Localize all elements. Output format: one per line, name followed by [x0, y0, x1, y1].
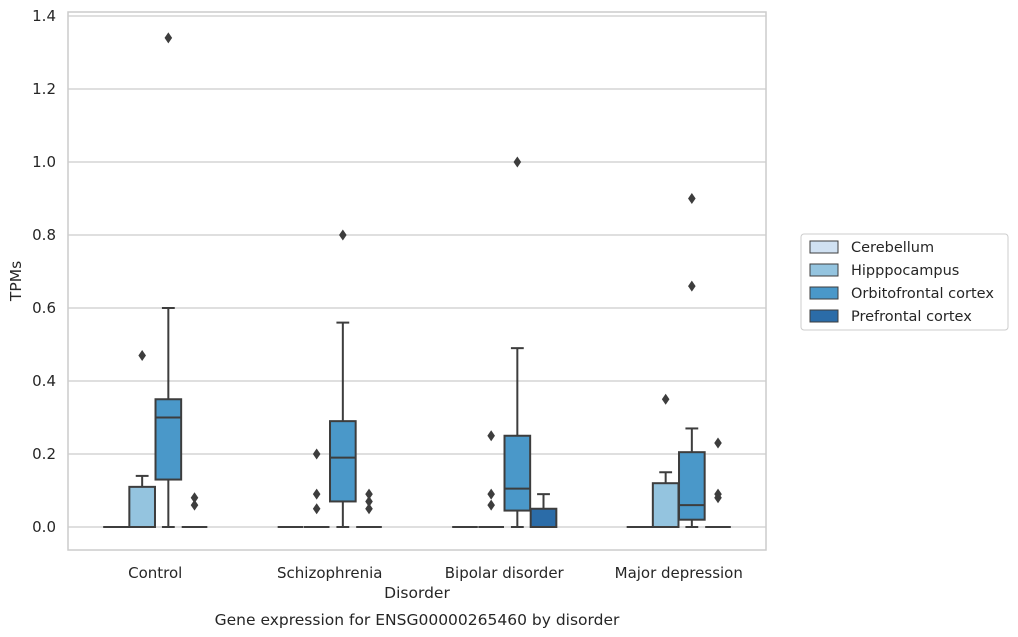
box-hipppocampus — [651, 393, 680, 529]
legend-swatch — [809, 286, 839, 300]
y-axis-ticks: 0.0 0.2 0.4 0.6 0.8 1.0 1.2 1.4 — [32, 7, 56, 536]
outlier-point — [312, 503, 321, 515]
outlier-point — [487, 488, 495, 500]
outlier-point — [312, 448, 321, 460]
outlier-point — [365, 503, 373, 515]
legend-swatch — [809, 309, 839, 323]
y-tick-label: 0.0 — [32, 518, 56, 536]
x-axis-ticks: Control Schizophrenia Bipolar disorder Majo… — [128, 564, 743, 582]
boxes — [103, 32, 731, 529]
box-body — [503, 434, 532, 512]
y-tick-label: 0.4 — [32, 372, 56, 390]
outlier-point — [312, 488, 321, 500]
outlier-point — [714, 437, 722, 449]
box-orbitofrontal-cortex — [503, 156, 532, 528]
outlier-point — [513, 156, 522, 168]
box-orbitofrontal-cortex — [154, 32, 183, 528]
outlier-point — [688, 280, 696, 292]
y-tick-label: 0.2 — [32, 445, 56, 463]
box-hipppocampus — [478, 430, 504, 528]
x-tick-label: Control — [128, 564, 182, 582]
y-tick-label: 0.6 — [32, 299, 56, 317]
outlier-point — [487, 430, 495, 442]
plot-frame — [67, 11, 767, 551]
box-prefrontal-cortex — [529, 493, 558, 528]
outlier-point — [365, 495, 373, 507]
legend-label: Hipppocampus — [851, 263, 959, 279]
box-orbitofrontal-cortex — [329, 229, 357, 528]
box-orbitofrontal-cortex — [678, 193, 706, 528]
box-hipppocampus — [128, 349, 156, 529]
outlier-point — [339, 229, 347, 241]
y-tick-label: 1.2 — [32, 80, 56, 98]
box-body — [154, 398, 183, 481]
outlier-point — [714, 488, 722, 500]
legend-swatch — [809, 263, 839, 277]
x-tick-label: Bipolar disorder — [445, 564, 565, 582]
box-prefrontal-cortex — [181, 492, 208, 528]
y-axis-label: TPMs — [7, 261, 25, 302]
legend-frame — [800, 233, 1009, 331]
y-tick-label: 0.8 — [32, 226, 56, 244]
outlier-point — [138, 349, 146, 361]
outlier-point — [164, 32, 173, 44]
x-tick-label: Major depression — [615, 564, 743, 582]
y-tick-label: 1.4 — [32, 7, 56, 25]
chart-caption: Gene expression for ENSG00000265460 by d… — [215, 611, 620, 629]
outlier-point — [661, 393, 670, 405]
legend-swatch — [809, 240, 839, 254]
box-body — [529, 507, 558, 528]
outlier-point — [688, 193, 696, 204]
outlier-point — [487, 499, 495, 511]
grid-lines — [68, 15, 766, 528]
box-body — [678, 451, 706, 521]
box-body — [651, 482, 680, 529]
legend-label: Cerebellum — [851, 240, 934, 256]
x-tick-label: Schizophrenia — [277, 564, 382, 582]
box-hipppocampus — [303, 448, 330, 528]
legend-label: Prefrontal cortex — [851, 309, 972, 325]
y-tick-label: 1.0 — [32, 153, 56, 171]
outlier-point — [190, 492, 199, 504]
legend: Cerebellum Hipppocampus Orbitofrontal cort… — [800, 233, 1009, 331]
box-body — [329, 420, 357, 503]
box-body — [128, 485, 156, 529]
outlier-point — [365, 488, 373, 500]
x-axis-label: Disorder — [384, 584, 450, 602]
outlier-point — [190, 499, 199, 511]
box-prefrontal-cortex — [356, 488, 382, 528]
legend-label: Orbitofrontal cortex — [851, 286, 994, 302]
box-prefrontal-cortex — [705, 437, 731, 528]
